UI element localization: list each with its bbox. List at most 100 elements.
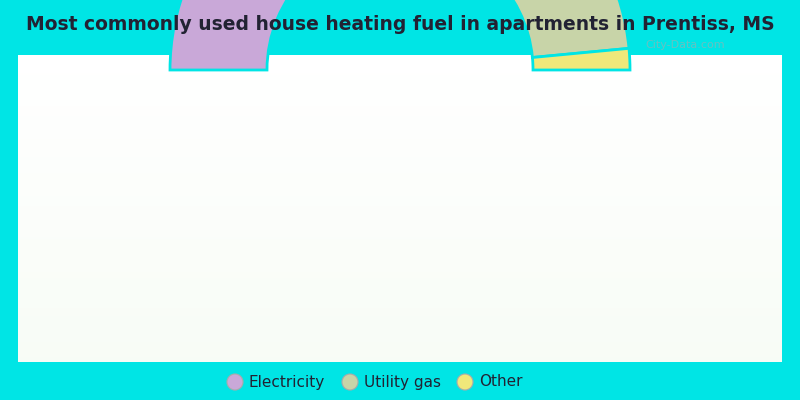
Bar — [18, 360, 782, 362]
Bar — [18, 132, 782, 134]
Bar — [18, 124, 782, 127]
Bar — [18, 180, 782, 183]
Bar — [18, 198, 782, 201]
Bar — [18, 267, 782, 270]
Bar — [18, 219, 782, 221]
Bar — [18, 234, 782, 237]
Bar — [18, 162, 782, 165]
Bar — [18, 83, 782, 86]
Bar — [18, 127, 782, 129]
Bar — [18, 293, 782, 296]
Bar — [18, 73, 782, 76]
Circle shape — [342, 374, 358, 390]
Bar — [18, 250, 782, 252]
Bar — [18, 352, 782, 354]
Bar — [18, 298, 782, 301]
Bar — [18, 58, 782, 60]
Bar — [18, 326, 782, 329]
Bar — [18, 101, 782, 104]
Bar — [18, 331, 782, 334]
Bar — [18, 254, 782, 257]
Bar — [18, 221, 782, 224]
Bar — [18, 342, 782, 344]
Bar — [18, 106, 782, 109]
Bar — [18, 70, 782, 73]
Bar — [18, 183, 782, 186]
Bar — [18, 111, 782, 114]
Bar — [18, 55, 782, 58]
Bar — [18, 83, 782, 86]
Bar — [18, 119, 782, 122]
Bar — [18, 219, 782, 221]
Bar — [18, 242, 782, 244]
Bar — [18, 267, 782, 270]
Bar — [18, 316, 782, 318]
Bar — [18, 250, 782, 252]
Bar — [18, 147, 782, 150]
Bar — [18, 336, 782, 339]
Bar — [18, 306, 782, 308]
Bar — [18, 152, 782, 155]
Bar — [18, 165, 782, 168]
Bar — [18, 216, 782, 219]
Bar — [18, 198, 782, 201]
Bar — [18, 336, 782, 339]
Bar — [18, 270, 782, 272]
Bar — [18, 196, 782, 198]
Bar — [18, 188, 782, 190]
Bar — [18, 334, 782, 336]
Bar — [18, 63, 782, 65]
Bar — [18, 196, 782, 198]
Bar — [18, 357, 782, 360]
Bar — [18, 331, 782, 334]
Bar — [18, 234, 782, 237]
Bar — [18, 150, 782, 152]
Bar — [18, 290, 782, 293]
Bar — [18, 347, 782, 349]
Bar — [18, 226, 782, 229]
Bar — [18, 324, 782, 326]
Bar — [18, 285, 782, 288]
Bar — [18, 296, 782, 298]
Bar — [18, 106, 782, 109]
Bar — [18, 168, 782, 170]
Bar — [18, 283, 782, 285]
Bar — [18, 186, 782, 188]
Text: Most commonly used house heating fuel in apartments in Prentiss, MS: Most commonly used house heating fuel in… — [26, 15, 774, 34]
Bar — [18, 68, 782, 70]
Bar — [18, 170, 782, 173]
Text: Utility gas: Utility gas — [364, 374, 441, 390]
Bar — [18, 132, 782, 134]
Bar — [18, 91, 782, 93]
Bar — [18, 116, 782, 119]
Bar — [18, 293, 782, 296]
Bar — [18, 144, 782, 147]
Bar — [18, 86, 782, 88]
Bar — [18, 157, 782, 160]
Bar — [18, 214, 782, 216]
Bar — [18, 122, 782, 124]
Bar — [18, 63, 782, 65]
Bar — [18, 313, 782, 316]
Bar — [18, 352, 782, 354]
Text: City-Data.com: City-Data.com — [645, 40, 725, 50]
Bar — [18, 247, 782, 250]
Bar — [18, 206, 782, 208]
Bar — [18, 318, 782, 321]
Bar — [18, 78, 782, 80]
Bar — [18, 224, 782, 226]
Bar — [18, 347, 782, 349]
Bar — [18, 288, 782, 290]
Bar — [18, 321, 782, 324]
Bar — [18, 301, 782, 303]
Bar — [18, 188, 782, 190]
Bar — [18, 257, 782, 260]
Bar — [18, 232, 782, 234]
Bar — [18, 306, 782, 308]
Bar — [18, 342, 782, 344]
Bar — [18, 262, 782, 265]
Bar — [18, 229, 782, 232]
Bar — [18, 60, 782, 63]
Bar — [18, 313, 782, 316]
Bar — [18, 173, 782, 175]
